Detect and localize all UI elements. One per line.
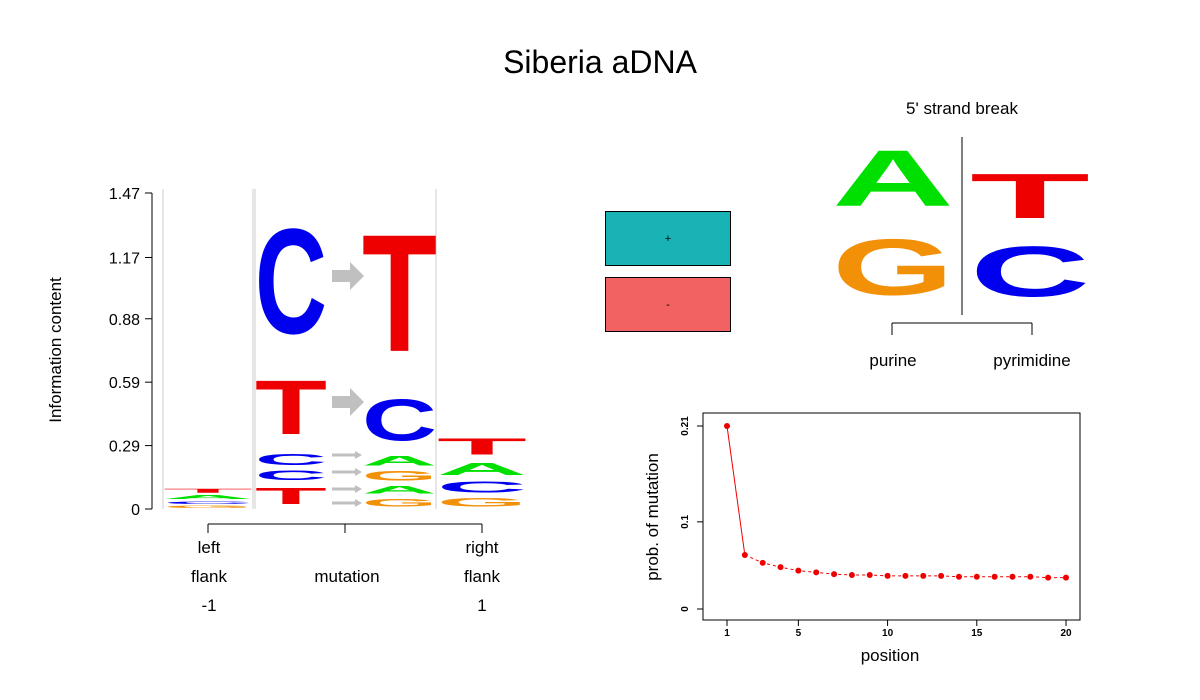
plot-data-point xyxy=(777,564,784,571)
plot-data-point xyxy=(1009,573,1016,580)
x-label-right-line3: 1 xyxy=(477,596,487,615)
logo-letter-mutation-from-T: T xyxy=(255,365,327,451)
logo-y-tick-label: 0.88 xyxy=(109,312,140,329)
plot-data-point xyxy=(759,559,766,566)
x-label-left-line1: left xyxy=(197,538,221,557)
plot-frame xyxy=(702,412,1081,621)
plot-data-point xyxy=(813,569,820,576)
logo-letter-right-flank-T: T xyxy=(437,434,527,460)
plot-series-segment xyxy=(726,425,746,556)
plot-y-tick-label: 0.1 xyxy=(680,514,691,528)
plot-data-point xyxy=(920,572,927,579)
plot-data-point xyxy=(1045,574,1052,581)
logo-letter-mutation-from-C: C xyxy=(255,199,327,366)
logo-letter-mutation-to-G: G xyxy=(362,496,437,509)
logo-mutation-arrows xyxy=(332,262,364,507)
plot-data-point xyxy=(902,572,909,579)
logo-x-axis xyxy=(207,523,483,533)
pyrimidine-label: pyrimidine xyxy=(993,351,1071,370)
logo-column-dividers xyxy=(162,189,437,509)
mutation-arrow xyxy=(332,388,364,416)
logo-letter-left-flank-A: A xyxy=(163,494,253,500)
logo-letter-left-flank-T: T xyxy=(163,488,253,494)
strand-break-letter-G: G xyxy=(832,223,954,312)
plot-data-point xyxy=(1063,574,1069,581)
logo-y-tick-label: 0.59 xyxy=(109,375,140,392)
logo-letter-right-flank-C: C xyxy=(437,479,527,496)
logo-letter-mutation-to-A: A xyxy=(362,453,437,468)
legend-minus-box: - xyxy=(605,277,731,332)
mutation-arrow-small xyxy=(332,468,362,476)
legend-plus-label: + xyxy=(664,232,672,245)
plot-x-tick-label: 1 xyxy=(724,628,730,639)
mutation-arrow xyxy=(332,262,364,290)
purine-label: purine xyxy=(869,351,917,370)
plot-data-point xyxy=(741,551,748,558)
logo-letter-mutation-to-A: A xyxy=(362,483,437,496)
logo-letter-mutation-to-G: G xyxy=(362,468,437,483)
plot-x-tick-label: 20 xyxy=(1060,628,1072,639)
plot-data-point xyxy=(831,571,838,578)
plot-y-axis-label: prob. of mutation xyxy=(643,453,662,581)
logo-letter-mutation-to-T: T xyxy=(362,200,437,387)
plot-series-points xyxy=(724,423,1069,581)
strand-break-title: 5' strand break xyxy=(906,99,1018,118)
plot-data-point xyxy=(1027,573,1034,580)
logo-letter-right-flank-G: G xyxy=(437,496,527,509)
main-title: Siberia aDNA xyxy=(503,44,697,80)
plot-series-line xyxy=(726,425,1066,579)
logo-letter-mutation-from-C: C xyxy=(255,468,327,483)
logo-y-axis: 0 0.29 0.59 0.88 1.17 1.47 xyxy=(109,186,153,519)
logo-y-tick-label: 1.17 xyxy=(109,250,140,267)
logo-letter-mutation-from-T: T xyxy=(255,483,327,509)
plot-x-tick-label: 10 xyxy=(882,628,894,639)
plot-data-point xyxy=(973,573,980,580)
plot-data-point xyxy=(991,573,998,580)
x-label-right-line1: right xyxy=(465,538,499,557)
mutation-arrow-small xyxy=(332,499,362,507)
logo-letter-mutation-to-C: C xyxy=(362,386,437,453)
legend-plus-box: + xyxy=(605,211,731,266)
logo-letter-right-flank-A: A xyxy=(437,459,527,478)
logo-y-tick-label: 0 xyxy=(131,502,140,519)
plot-data-point xyxy=(724,423,730,429)
plot-data-point xyxy=(795,567,802,574)
plot-x-tick-label: 5 xyxy=(796,628,802,639)
mutation-arrow-small xyxy=(332,451,362,459)
mutation-arrow-small xyxy=(332,485,362,493)
logo-y-tick-label: 1.47 xyxy=(109,186,140,203)
plot-x-tick-label: 15 xyxy=(971,628,983,639)
plot-y-tick-label: 0 xyxy=(680,606,691,612)
plot-data-point xyxy=(938,572,945,579)
x-label-right-line2: flank xyxy=(464,567,500,586)
plot-data-point xyxy=(955,573,962,580)
strand-break-letter-C: C xyxy=(970,232,1090,312)
strand-break-letter-T: T xyxy=(970,160,1090,231)
plot-data-point xyxy=(884,572,891,579)
logo-y-tick-label: 0.29 xyxy=(109,439,140,456)
logo-letter-mutation-from-C: C xyxy=(255,451,327,468)
plot-data-point xyxy=(848,572,855,579)
x-label-mutation: mutation xyxy=(314,567,380,586)
strand-break-letter-A: A xyxy=(832,134,954,224)
logo-letter-left-flank-G: G xyxy=(163,505,253,509)
logo-letter-left-flank-C: C xyxy=(163,500,253,504)
plot-y-tick-label: 0.21 xyxy=(680,416,691,436)
plot-x-axis-label: position xyxy=(860,646,920,665)
x-label-left-line2: flank xyxy=(191,567,227,586)
legend-minus-label: - xyxy=(666,298,670,311)
plot-data-point xyxy=(866,572,873,579)
x-label-left-line3: -1 xyxy=(201,596,217,615)
